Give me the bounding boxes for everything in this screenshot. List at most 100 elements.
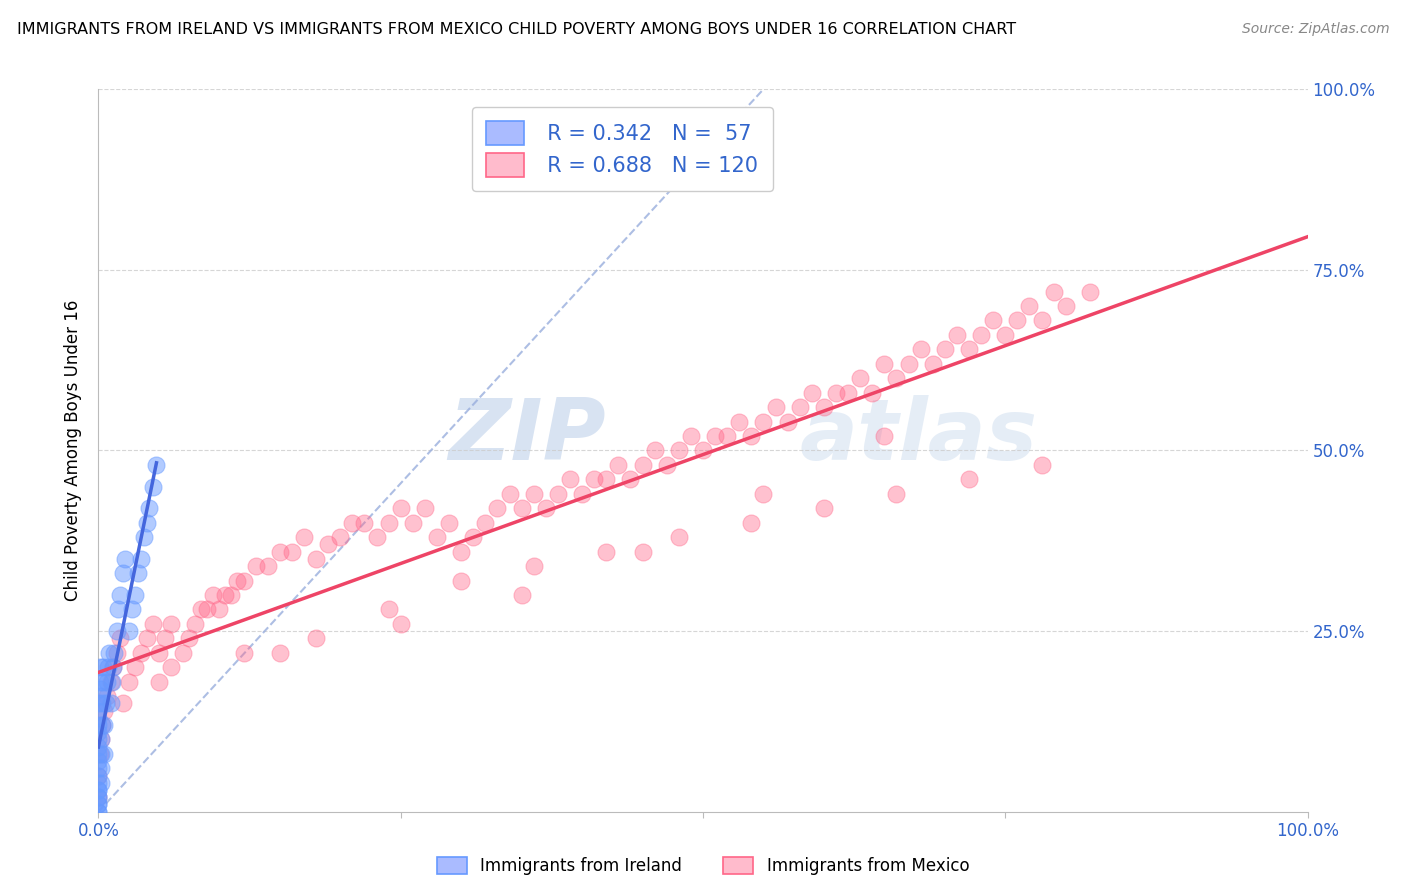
Point [93,718,115,732]
Point [90,732,112,747]
Point [813,400,835,414]
Point [87,754,110,768]
Point [87,769,110,783]
Point [87,747,110,761]
Point [463,530,485,544]
Point [87,776,110,790]
Point [87,718,110,732]
Point [87,790,110,805]
Point [87,783,110,797]
Point [118,624,141,639]
Point [138,501,160,516]
Point [292,530,315,544]
Point [402,516,425,530]
Legend: Immigrants from Ireland, Immigrants from Mexico: Immigrants from Ireland, Immigrants from… [430,850,976,882]
Point [366,530,388,544]
Point [510,501,533,516]
Point [100,696,122,710]
Point [87,739,110,754]
Point [87,805,110,819]
Point [93,747,115,761]
Point [534,501,557,516]
Point [510,588,533,602]
Point [118,674,141,689]
Point [90,761,112,775]
Point [221,588,243,602]
Point [172,646,194,660]
Point [97,660,120,674]
Point [1031,313,1053,327]
Point [91,660,114,674]
Point [94,696,117,710]
Point [232,574,254,588]
Point [114,551,136,566]
Legend:   R = 0.342   N =  57,   R = 0.688   N = 120: R = 0.342 N = 57, R = 0.688 N = 120 [471,107,773,192]
Point [142,480,165,494]
Point [619,472,641,486]
Point [190,602,212,616]
Point [728,415,751,429]
Point [91,674,114,689]
Point [692,443,714,458]
Point [160,660,183,674]
Point [813,501,835,516]
Point [87,761,110,775]
Point [93,704,115,718]
Point [256,559,278,574]
Point [90,732,112,747]
Point [101,660,124,674]
Point [668,443,690,458]
Point [148,674,170,689]
Point [765,400,787,414]
Point [389,501,412,516]
Point [87,725,110,739]
Point [523,487,546,501]
Point [825,385,848,400]
Point [87,805,110,819]
Point [789,400,811,414]
Point [208,602,231,616]
Point [329,530,352,544]
Point [89,689,111,703]
Point [740,429,762,443]
Point [716,429,738,443]
Point [486,501,509,516]
Point [655,458,678,472]
Point [921,357,943,371]
Point [389,616,412,631]
Point [108,632,131,646]
Point [96,689,118,703]
Text: atlas: atlas [800,394,1038,477]
Point [740,516,762,530]
Point [148,646,170,660]
Point [245,559,267,574]
Point [934,343,956,357]
Point [571,487,593,501]
Point [860,385,883,400]
Point [87,797,110,812]
Text: IMMIGRANTS FROM IRELAND VS IMMIGRANTS FROM MEXICO CHILD POVERTY AMONG BOYS UNDER: IMMIGRANTS FROM IRELAND VS IMMIGRANTS FR… [17,22,1017,37]
Point [970,327,993,342]
Point [179,632,201,646]
Point [897,357,920,371]
Point [108,588,131,602]
Point [87,797,110,812]
Point [450,544,472,558]
Point [87,769,110,783]
Point [583,472,606,486]
Point [103,646,125,660]
Point [1042,285,1064,299]
Point [100,674,122,689]
Point [305,551,328,566]
Point [135,632,157,646]
Point [91,696,114,710]
Point [474,516,496,530]
Point [142,616,165,631]
Point [91,718,114,732]
Point [87,790,110,805]
Point [134,530,156,544]
Point [281,544,304,558]
Point [752,487,775,501]
Point [127,566,149,581]
Point [269,646,291,660]
